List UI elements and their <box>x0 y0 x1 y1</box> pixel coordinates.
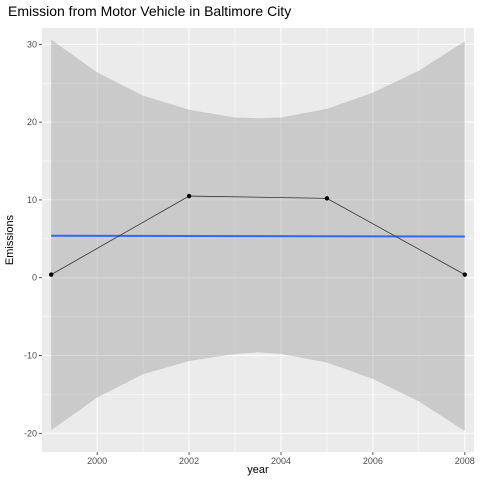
series-line <box>50 195 466 275</box>
x-tick-label: 2006 <box>363 456 383 466</box>
chart-title: Emission from Motor Vehicle in Baltimore… <box>8 3 291 19</box>
x-tick-label: 2008 <box>455 456 475 466</box>
y-tick-label: 30 <box>27 39 37 49</box>
y-axis-ticks: -20 -10 0 10 20 30 <box>24 39 42 438</box>
data-point <box>462 272 468 277</box>
y-tick-label: 10 <box>27 195 37 205</box>
y-tick-label: 0 <box>32 273 37 283</box>
x-axis-ticks: 2000 2002 2004 2006 2008 <box>87 452 475 466</box>
y-axis-title: Emissions <box>4 214 16 265</box>
data-point <box>324 196 330 201</box>
grid-minor <box>42 28 474 452</box>
data-points <box>48 193 468 277</box>
trend-line <box>51 234 465 238</box>
x-tick-label: 2002 <box>179 456 199 466</box>
data-point <box>186 193 192 199</box>
y-tick-label: -20 <box>24 428 37 438</box>
y-tick-label: -10 <box>24 351 37 361</box>
x-tick-label: 2000 <box>87 456 107 466</box>
x-axis-title: year <box>247 464 269 476</box>
grid-major <box>42 28 474 452</box>
data-point <box>48 272 54 277</box>
y-tick-label: 20 <box>27 117 37 127</box>
x-tick-label: 2004 <box>271 456 291 466</box>
